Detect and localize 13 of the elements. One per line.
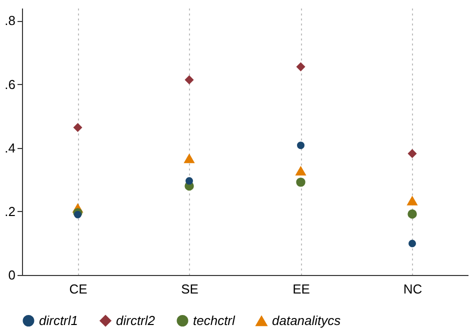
y-tick-label: .8: [4, 13, 16, 28]
y-tick-label: .4: [4, 140, 16, 156]
x-tick-label: EE: [292, 282, 310, 296]
y-tick-label: .6: [4, 76, 16, 92]
legend-label: techctrl: [193, 312, 236, 328]
x-tick-label: NC: [403, 282, 422, 296]
legend-label: dirctrl1: [39, 312, 78, 328]
y-tick-label: 0: [8, 268, 16, 282]
x-tick-label: CE: [69, 282, 88, 296]
y-tick-label: .2: [4, 204, 16, 219]
legend-label: datanalitycs: [272, 313, 342, 328]
legend-label: dirctrl2: [116, 312, 156, 328]
x-tick-label: SE: [181, 282, 199, 296]
